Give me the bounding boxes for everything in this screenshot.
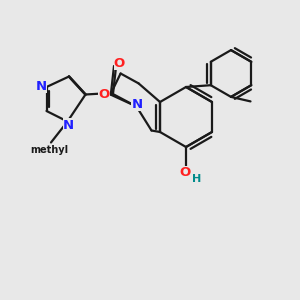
- Text: N: N: [63, 118, 74, 132]
- Text: O: O: [98, 88, 110, 101]
- Text: N: N: [131, 98, 143, 111]
- Text: O: O: [114, 57, 125, 70]
- Text: N: N: [35, 80, 47, 93]
- Text: methyl: methyl: [30, 145, 69, 155]
- Text: H: H: [192, 173, 201, 184]
- Text: methyl: methyl: [44, 150, 48, 152]
- Text: O: O: [180, 166, 191, 179]
